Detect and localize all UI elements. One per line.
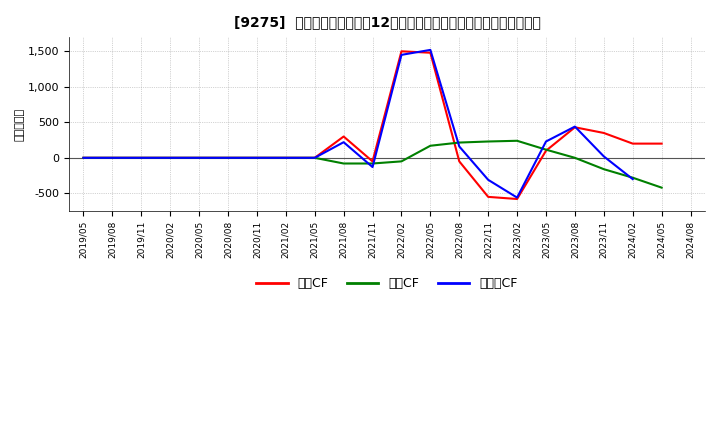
フリーCF [195, 155, 204, 161]
Title: [9275]  キャッシュフローの12か月移動合計の対前年同期増減額の推移: [9275] キャッシュフローの12か月移動合計の対前年同期増減額の推移 [233, 15, 541, 29]
投資CF [224, 155, 233, 161]
営業CF [600, 130, 608, 136]
投資CF [166, 155, 174, 161]
Line: フリーCF: フリーCF [84, 50, 633, 198]
投資CF [455, 140, 464, 145]
フリーCF [310, 155, 319, 161]
フリーCF [224, 155, 233, 161]
フリーCF [570, 124, 579, 129]
営業CF [513, 196, 521, 202]
投資CF [629, 175, 637, 180]
フリーCF [426, 47, 435, 52]
投資CF [570, 155, 579, 161]
フリーCF [600, 154, 608, 159]
営業CF [137, 155, 145, 161]
投資CF [368, 161, 377, 166]
営業CF [541, 148, 550, 154]
営業CF [282, 155, 290, 161]
投資CF [310, 155, 319, 161]
フリーCF [339, 139, 348, 145]
投資CF [541, 147, 550, 152]
フリーCF [629, 176, 637, 182]
フリーCF [79, 155, 88, 161]
営業CF [455, 159, 464, 164]
投資CF [513, 138, 521, 143]
フリーCF [484, 177, 492, 183]
営業CF [339, 134, 348, 139]
フリーCF [108, 155, 117, 161]
フリーCF [368, 165, 377, 170]
Y-axis label: （百万円）: （百万円） [15, 107, 25, 141]
営業CF [629, 141, 637, 146]
営業CF [657, 141, 666, 146]
Line: 投資CF: 投資CF [84, 141, 662, 187]
フリーCF [282, 155, 290, 161]
フリーCF [455, 144, 464, 149]
営業CF [397, 49, 406, 54]
営業CF [79, 155, 88, 161]
営業CF [195, 155, 204, 161]
投資CF [108, 155, 117, 161]
営業CF [570, 125, 579, 130]
投資CF [426, 143, 435, 148]
Line: 営業CF: 営業CF [84, 51, 662, 199]
営業CF [426, 50, 435, 55]
投資CF [600, 167, 608, 172]
投資CF [79, 155, 88, 161]
投資CF [282, 155, 290, 161]
営業CF [484, 194, 492, 199]
営業CF [368, 159, 377, 164]
投資CF [339, 161, 348, 166]
投資CF [253, 155, 261, 161]
フリーCF [541, 139, 550, 144]
投資CF [484, 139, 492, 144]
営業CF [224, 155, 233, 161]
投資CF [397, 159, 406, 164]
フリーCF [166, 155, 174, 161]
フリーCF [137, 155, 145, 161]
営業CF [310, 155, 319, 161]
営業CF [253, 155, 261, 161]
投資CF [195, 155, 204, 161]
フリーCF [513, 195, 521, 200]
投資CF [137, 155, 145, 161]
Legend: 営業CF, 投資CF, フリーCF: 営業CF, 投資CF, フリーCF [251, 272, 523, 295]
フリーCF [253, 155, 261, 161]
営業CF [166, 155, 174, 161]
営業CF [108, 155, 117, 161]
投資CF [657, 185, 666, 190]
フリーCF [397, 52, 406, 58]
